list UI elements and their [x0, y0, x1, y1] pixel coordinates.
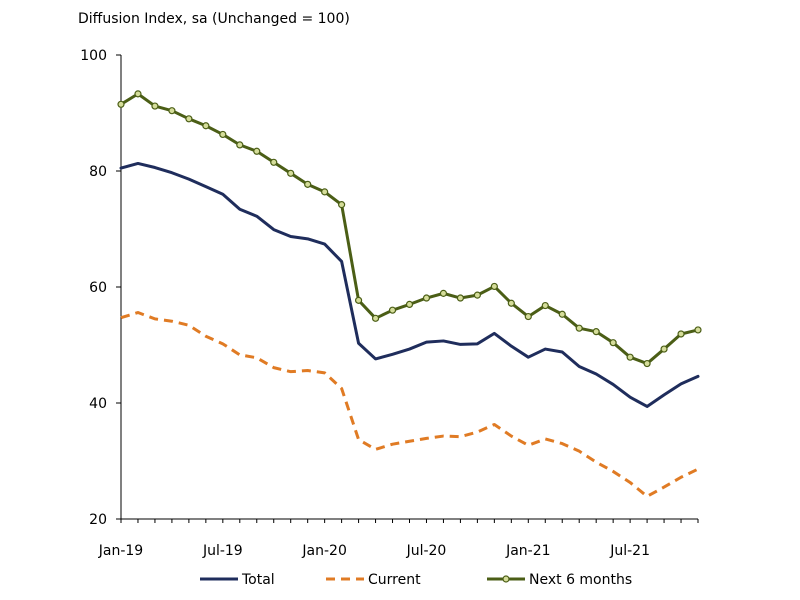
axes	[116, 54, 699, 523]
data-point	[660, 345, 668, 353]
legend-item: Next 6 months	[487, 572, 632, 588]
data-point	[439, 289, 448, 297]
y-tick-label: 20	[89, 512, 107, 528]
x-tick-label: Jan-20	[301, 543, 346, 559]
y-tick-label: 80	[89, 164, 107, 180]
legend-item: Total	[200, 572, 275, 588]
data-point	[592, 328, 600, 336]
legend-label: Total	[241, 572, 275, 588]
data-point	[456, 294, 465, 302]
data-point	[253, 147, 261, 155]
legend: Total Current Next 6 months	[200, 572, 632, 588]
series-line	[120, 311, 699, 498]
y-tick-label: 100	[80, 48, 107, 64]
data-point	[117, 100, 125, 108]
series-next-6-months	[117, 90, 702, 368]
legend-label: Next 6 months	[529, 572, 632, 588]
data-point	[507, 299, 515, 307]
data-point	[388, 306, 397, 314]
data-point	[643, 359, 651, 368]
series-current	[120, 311, 699, 498]
data-point	[609, 339, 617, 347]
series-total	[119, 161, 700, 408]
x-tick-labels: Jan-19 Jul-19 Jan-20 Jul-20 Jan-21 Jul-21	[98, 543, 650, 559]
x-tick-label: Jul-19	[202, 543, 243, 559]
data-point	[202, 122, 210, 130]
legend-label: Current	[368, 572, 421, 588]
data-point	[354, 296, 363, 304]
data-point	[134, 90, 142, 98]
data-point	[287, 169, 295, 177]
data-point	[168, 107, 176, 115]
x-tick-label: Jul-21	[609, 543, 650, 559]
data-point	[270, 158, 278, 166]
y-tick-label: 60	[89, 280, 107, 296]
data-point	[371, 314, 380, 322]
data-point	[338, 201, 346, 209]
data-point	[219, 130, 227, 139]
data-point	[524, 312, 532, 321]
y-tick-labels: 20 40 60 80 100	[80, 48, 107, 528]
data-point	[405, 300, 414, 308]
chart-title: Diffusion Index, sa (Unchanged = 100)	[78, 11, 350, 27]
data-point	[558, 310, 566, 318]
data-point	[626, 353, 634, 361]
data-point	[473, 291, 481, 299]
data-point	[575, 324, 583, 332]
data-point	[422, 294, 431, 302]
series-line	[119, 92, 700, 366]
legend-marker	[502, 575, 510, 583]
x-tick-label: Jan-19	[98, 543, 143, 559]
series-layer	[117, 90, 702, 498]
data-point	[321, 188, 329, 196]
data-point	[677, 330, 685, 338]
data-point	[304, 180, 312, 188]
data-point	[541, 301, 549, 310]
data-point	[151, 102, 159, 110]
data-point	[236, 141, 244, 149]
x-tick-label: Jan-21	[505, 543, 550, 559]
series-line	[119, 161, 700, 408]
x-tick-label: Jul-20	[406, 543, 447, 559]
y-tick-label: 40	[89, 396, 107, 412]
data-point	[694, 326, 702, 334]
legend-item: Current	[326, 572, 421, 588]
data-point	[490, 282, 498, 291]
data-point	[185, 115, 193, 123]
